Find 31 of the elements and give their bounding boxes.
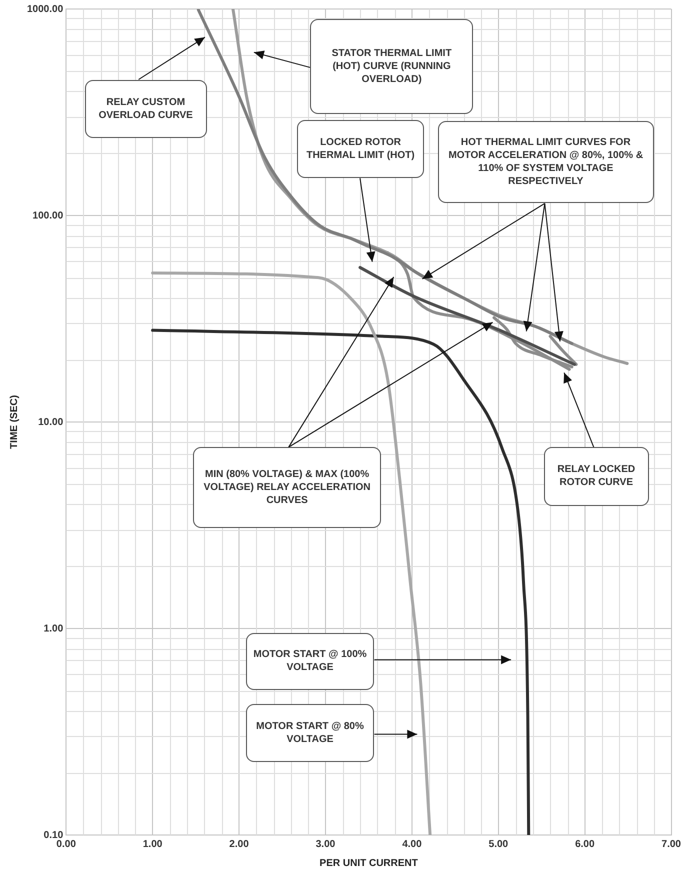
y-tick-label: 1.00 [44, 623, 64, 634]
y-tick-label: 10.00 [38, 416, 64, 428]
callout-box: STATOR THERMAL LIMIT (HOT) CURVE (RUNNING OVERLOAD) [310, 19, 474, 114]
y-tick-label: 100.00 [32, 210, 64, 222]
x-tick-label: 0.00 [56, 838, 76, 850]
x-tick-label: 1.00 [142, 838, 163, 850]
callout-box: RELAY CUSTOM OVERLOAD CURVE [84, 80, 207, 138]
callout-box: HOT THERMAL LIMIT CURVES FOR MOTOR ACCELERATION @ 80%, 100% & 110% OF SYSTEM VOLTAGE RESPECTIVELY [438, 120, 654, 204]
annotation: MIN (80% VOLTAGE) & MAX (100% VOLTAGE) RELAY ACCELERATION CURVES [202, 468, 372, 507]
callout-box: MOTOR START @ 100% VOLTAGE [246, 632, 374, 690]
annotation: RELAY LOCKED ROTOR CURVE [556, 463, 636, 490]
x-axis-title: PER UNIT CURRENT [320, 858, 418, 869]
annotation: STATOR THERMAL LIMIT (HOT) CURVE (RUNNING OVERLOAD) [330, 46, 453, 86]
y-tick-label: 0.10 [44, 830, 64, 841]
annotation: MOTOR START @ 100% VOLTAGE [252, 648, 368, 674]
callout-box: RELAY LOCKED ROTOR CURVE [544, 447, 649, 506]
annotation: RELAY CUSTOM OVERLOAD CURVE [98, 96, 194, 122]
callout-box: MIN (80% VOLTAGE) & MAX (100% VOLTAGE) RELAY ACCELERATION CURVES [192, 447, 382, 528]
annotation: MOTOR START @ 80% VOLTAGE [255, 720, 365, 746]
x-tick-label: 2.00 [229, 838, 250, 850]
x-tick-label: 4.00 [402, 838, 422, 850]
y-tick-label: 1000.00 [26, 4, 64, 15]
callout-box: MOTOR START @ 80% VOLTAGE [246, 704, 374, 762]
callout-box: LOCKED ROTOR THERMAL LIMIT (HOT) [296, 120, 424, 178]
x-tick-label: 7.00 [662, 838, 682, 850]
x-tick-label: 3.00 [316, 838, 336, 850]
annotation: HOT THERMAL LIMIT CURVES FOR MOTOR ACCELERATION @ 80%, 100% & 110% OF SYSTEM VOLTAGE RESPECTIVELY [447, 136, 644, 188]
y-axis-title: TIME (SEC) [8, 395, 20, 449]
x-tick-label: 6.00 [575, 838, 595, 850]
annotation: LOCKED ROTOR THERMAL LIMIT (HOT) [305, 136, 416, 162]
x-tick-label: 5.00 [488, 838, 509, 850]
